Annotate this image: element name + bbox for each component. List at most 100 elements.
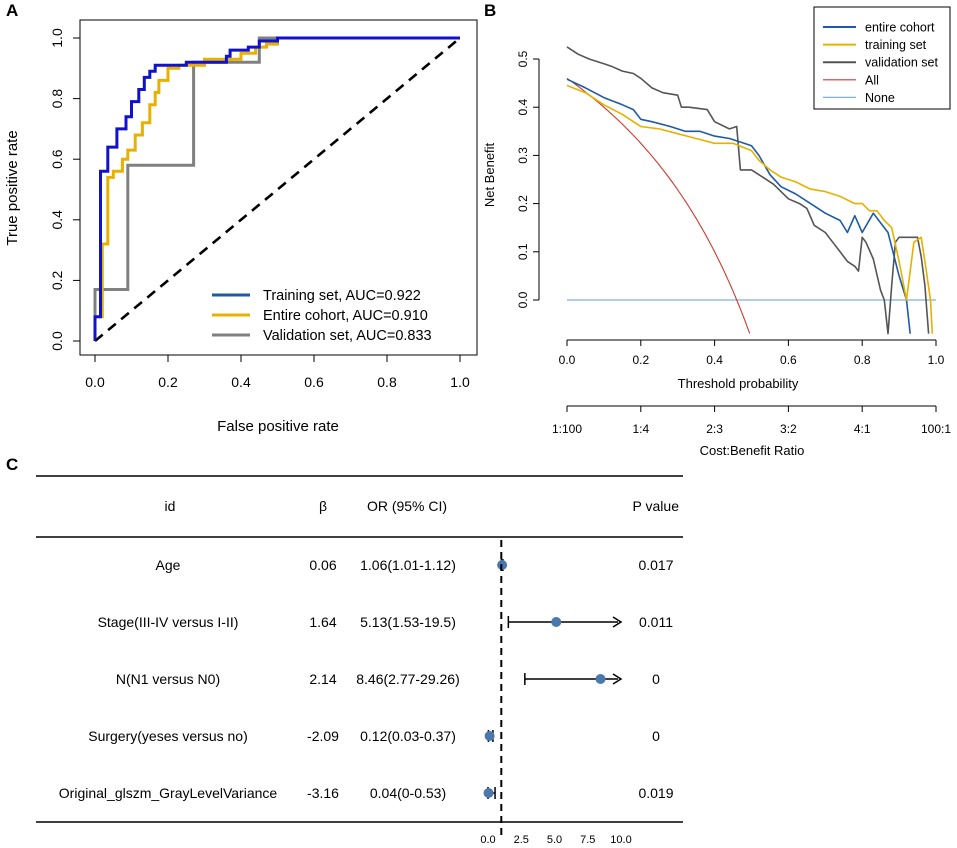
dca-x-tick-label: 0.0 [559, 353, 576, 367]
roc-x-tick-label: 0.4 [231, 374, 251, 390]
roc-series-line [93, 36, 460, 341]
or-point [551, 617, 562, 627]
dca-x-tick-label: 0.8 [854, 353, 871, 367]
or-point [484, 731, 495, 741]
roc-x-tick-label: 0.0 [85, 374, 105, 390]
panel-label-a: A [6, 1, 18, 20]
row-id-label: Original_glszm_GrayLevelVariance [59, 785, 278, 801]
column-header-id: id [165, 498, 176, 514]
dca-chart: 0.0 0.1 0.2 0.3 0.4 0.5 0.0 0.2 0.4 0.6 0.8 1.0 1:10… [482, 6, 951, 458]
row-beta-value: -3.16 [307, 785, 339, 801]
dca-series-all [566, 77, 751, 334]
ci-arrow [612, 616, 623, 628]
roc-x-tick-label: 0.8 [377, 374, 397, 390]
row-p-value: 0.011 [639, 614, 673, 630]
dca-legend-label: All [865, 73, 879, 87]
or-point [595, 674, 606, 684]
dca-x-tick-label: 1.0 [928, 353, 945, 367]
row-or-ci-value: 1.06(1.01-1.12) [360, 557, 456, 573]
forest-axis-tick-label: 0.0 [480, 834, 495, 846]
row-id-label: Age [156, 557, 181, 573]
roc-y-tick-label: 1.0 [49, 28, 65, 48]
dca-legend-box [813, 6, 951, 110]
roc-y-tick-label: 0.0 [49, 331, 65, 351]
dca-y-tick-label: 0.0 [516, 291, 530, 308]
dca-legend-label: validation set [865, 56, 938, 70]
column-header-or-ci: OR (95% CI) [367, 498, 447, 514]
row-or-ci-value: 8.46(2.77-29.26) [356, 671, 460, 687]
dca-secondary-x-tick-label: 4:1 [854, 422, 871, 436]
row-id-label: Surgery(yeses versus no) [88, 728, 248, 744]
dca-secondary-x-tick-label: 1:100 [552, 422, 582, 436]
dca-series-line [566, 78, 911, 334]
roc-y-tick-label: 0.4 [49, 210, 65, 230]
roc-y-tick-label: 0.8 [49, 89, 65, 109]
dca-secondary-x-tick-label: 2:3 [706, 422, 723, 436]
roc-y-tick-label: 0.2 [49, 270, 65, 290]
row-p-value: 0.017 [638, 557, 673, 573]
row-p-value: 0 [652, 728, 660, 744]
roc-x-tick-label: 0.6 [304, 374, 324, 390]
row-p-value: 0 [652, 671, 660, 687]
row-or-ci-value: 0.04(0-0.53) [370, 785, 446, 801]
roc-series [93, 36, 460, 341]
dca-series-line [566, 84, 934, 334]
roc-chart: 0.0 0.2 0.4 0.6 0.8 1.0 0.0 0.2 0.4 0.6 0.8 1.0 Tr… [4, 19, 478, 435]
roc-legend-label: Training set, AUC=0.922 [263, 288, 421, 304]
forest-axis-tick-label: 10.0 [610, 834, 631, 846]
forest-rows: Age 0.06 1.06(1.01-1.12) 0.017 Stage(III-IV … [59, 557, 674, 801]
dca-y-axis-label: Net Benefit [482, 142, 497, 207]
dca-x-tick-label: 0.6 [780, 353, 797, 367]
forest-axis-tick-label: 5.0 [547, 834, 562, 846]
panel-label-b: B [484, 1, 496, 20]
roc-y-tick-label: 0.6 [49, 149, 65, 169]
dca-x-axis-label: Threshold probability [678, 376, 799, 391]
dca-y-tick-label: 0.5 [516, 50, 530, 67]
row-or-ci-value: 0.12(0.03-0.37) [360, 728, 456, 744]
row-beta-value: 2.14 [309, 671, 336, 687]
dca-x-tick-label: 0.4 [706, 353, 723, 367]
row-p-value: 0.019 [638, 785, 673, 801]
forest-axis-tick-label: 2.5 [514, 834, 529, 846]
ci-arrow [612, 673, 623, 685]
dca-y-tick-label: 0.3 [516, 147, 530, 164]
roc-legend: Training set, AUC=0.922 Entire cohort, AU… [212, 288, 432, 344]
dca-series-line [566, 46, 930, 335]
roc-x-axis: 0.0 0.2 0.4 0.6 0.8 1.0 [85, 354, 470, 390]
dca-y-tick-label: 0.1 [516, 243, 530, 260]
dca-y-tick-label: 0.2 [516, 195, 530, 212]
roc-y-axis: 0.0 0.2 0.4 0.6 0.8 1.0 [49, 28, 81, 351]
dca-secondary-x-axis-label: Cost:Benefit Ratio [700, 443, 805, 458]
dca-axes: 0.0 0.1 0.2 0.3 0.4 0.5 0.0 0.2 0.4 0.6 0.8 1.0 1:10… [516, 50, 951, 436]
row-beta-value: 1.64 [309, 614, 336, 630]
forest-axis-tick-label: 7.5 [580, 834, 595, 846]
dca-legend-label: None [865, 91, 895, 105]
dca-secondary-x-tick-label: 3:2 [780, 422, 797, 436]
roc-reference-diagonal [94, 36, 461, 343]
roc-x-axis-label: False positive rate [217, 418, 339, 435]
or-point [483, 788, 494, 798]
dca-series [566, 46, 936, 335]
dca-secondary-x-tick-label: 100:1 [921, 422, 951, 436]
dca-x-tick-label: 0.2 [632, 353, 649, 367]
row-id-label: N(N1 versus N0) [116, 671, 220, 687]
column-header-beta: β [319, 498, 327, 514]
forest-axis: 0.0 2.5 5.0 7.5 10.0 [480, 834, 631, 846]
roc-y-axis-label: True positive rate [4, 130, 21, 245]
dca-secondary-x-tick-label: 1:4 [632, 422, 649, 436]
row-or-ci-value: 5.13(1.53-19.5) [360, 614, 456, 630]
panel-label-c: C [6, 455, 18, 474]
roc-legend-label: Entire cohort, AUC=0.910 [263, 308, 428, 324]
row-beta-value: -2.09 [307, 728, 339, 744]
dca-legend: entire cohort training set validation set A… [823, 21, 938, 105]
roc-x-tick-label: 1.0 [450, 374, 470, 390]
column-header-p-value: P value [633, 498, 680, 514]
row-id-label: Stage(III-IV versus I-II) [98, 614, 239, 630]
roc-legend-label: Validation set, AUC=0.833 [263, 328, 432, 344]
forest-table: id β OR (95% CI) P value Age 0.06 1.06(1.0… [36, 475, 683, 846]
dca-y-tick-label: 0.4 [516, 99, 530, 116]
dca-legend-label: entire cohort [865, 21, 935, 35]
dca-legend-label: training set [865, 38, 927, 52]
row-beta-value: 0.06 [309, 557, 336, 573]
